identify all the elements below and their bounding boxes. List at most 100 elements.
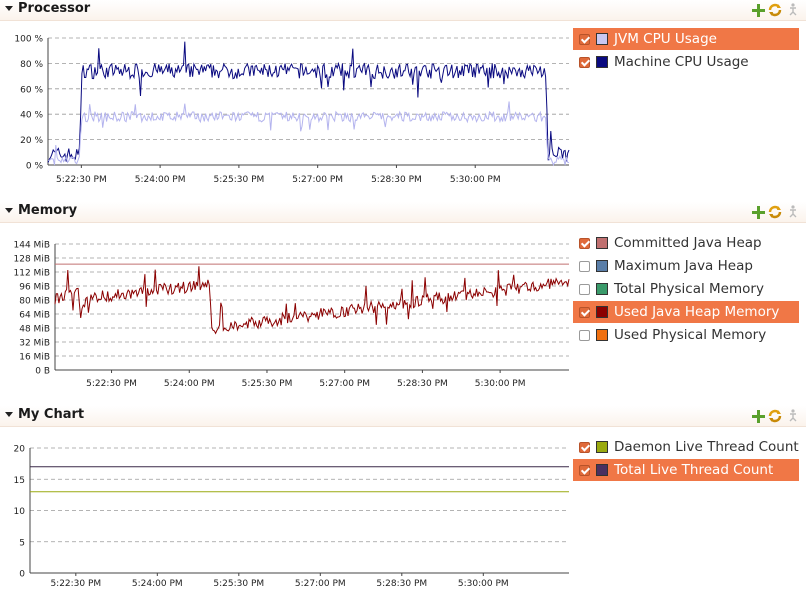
refresh-icon[interactable] (768, 3, 782, 17)
legend-color-swatch (596, 260, 608, 272)
legend-checkbox[interactable] (579, 260, 590, 272)
processor-legend: JVM CPU Usage Machine CPU Usage (573, 28, 799, 74)
legend-label: Used Physical Memory (614, 327, 767, 343)
y-tick-label: 80 MiB (19, 297, 50, 307)
legend-color-swatch (596, 56, 608, 68)
y-tick-label: 5 (19, 538, 25, 548)
legend-item[interactable]: Total Physical Memory (573, 278, 799, 300)
legend-item[interactable]: Machine CPU Usage (573, 51, 799, 73)
section-title: Processor (18, 1, 91, 16)
series-line (47, 41, 570, 163)
x-tick-label: 5:25:30 PM (214, 175, 265, 185)
legend-label: Machine CPU Usage (614, 54, 749, 70)
y-tick-label: 96 MiB (19, 283, 50, 293)
legend-item[interactable]: Total Live Thread Count (573, 459, 799, 481)
legend-item[interactable]: Committed Java Heap (573, 232, 799, 254)
add-icon[interactable] (751, 409, 765, 423)
collapse-triangle-icon[interactable] (5, 412, 13, 417)
x-tick-label: 5:30:00 PM (450, 175, 501, 185)
x-tick-label: 5:27:00 PM (319, 379, 370, 389)
legend-label: Daemon Live Thread Count (614, 439, 799, 455)
legend-checkbox[interactable] (579, 56, 590, 68)
legend-checkbox[interactable] (579, 329, 590, 341)
y-tick-label: 80 % (20, 60, 43, 70)
processor-section: Processor 100 % 80 % 60 % 40 % 20 % 0 % 5:22:3… (0, 0, 806, 198)
processor-header[interactable]: Processor (0, 0, 806, 21)
legend-color-swatch (596, 283, 608, 295)
add-icon[interactable] (751, 205, 765, 219)
legend-item[interactable]: Used Physical Memory (573, 324, 799, 346)
y-tick-label: 10 (14, 507, 26, 517)
legend-checkbox[interactable] (579, 464, 590, 476)
legend-color-swatch (596, 306, 608, 318)
legend-color-swatch (596, 237, 608, 249)
y-tick-label: 40 % (20, 111, 43, 121)
legend-item[interactable]: JVM CPU Usage (573, 28, 799, 50)
x-tick-label: 5:22:30 PM (86, 379, 137, 389)
legend-checkbox[interactable] (579, 33, 590, 45)
y-tick-label: 0 (19, 570, 25, 580)
collapse-triangle-icon[interactable] (5, 6, 13, 11)
x-tick-label: 5:24:00 PM (135, 175, 186, 185)
add-icon[interactable] (751, 3, 765, 17)
y-tick-label: 16 MiB (19, 353, 50, 363)
legend-color-swatch (596, 464, 608, 476)
legend-label: Used Java Heap Memory (614, 304, 780, 320)
y-tick-label: 144 MiB (14, 241, 50, 251)
x-tick-label: 5:22:30 PM (50, 579, 101, 589)
y-tick-label: 0 % (26, 162, 44, 172)
legend-label: Total Physical Memory (614, 281, 764, 297)
refresh-icon[interactable] (768, 409, 782, 423)
accessibility-icon[interactable] (786, 409, 800, 423)
x-tick-label: 5:28:30 PM (371, 175, 422, 185)
y-tick-label: 15 (14, 476, 25, 486)
legend-color-swatch (596, 441, 608, 453)
legend-checkbox[interactable] (579, 283, 590, 295)
memory-section: Memory 144 MiB 128 MiB 112 MiB 96 MiB 80 MiB… (0, 202, 806, 402)
x-tick-label: 5:24:00 PM (164, 379, 215, 389)
y-tick-label: 20 % (20, 136, 43, 146)
x-tick-label: 5:24:00 PM (132, 579, 183, 589)
series-line (54, 266, 570, 335)
x-tick-label: 5:30:00 PM (458, 579, 509, 589)
series-line (48, 101, 570, 167)
y-tick-label: 128 MiB (14, 255, 50, 265)
x-tick-label: 5:28:30 PM (376, 579, 427, 589)
memory-chart: 144 MiB 128 MiB 112 MiB 96 MiB 80 MiB 64 MiB 4… (14, 241, 570, 389)
my-chart-header[interactable]: My Chart (0, 406, 806, 427)
x-tick-label: 5:30:00 PM (475, 379, 526, 389)
legend-label: JVM CPU Usage (614, 31, 717, 47)
y-tick-label: 32 MiB (19, 339, 50, 349)
refresh-icon[interactable] (768, 205, 782, 219)
accessibility-icon[interactable] (786, 205, 800, 219)
legend-label: Committed Java Heap (614, 235, 762, 251)
collapse-triangle-icon[interactable] (5, 208, 13, 213)
x-tick-label: 5:27:00 PM (292, 175, 343, 185)
legend-item[interactable]: Daemon Live Thread Count (573, 436, 799, 458)
y-tick-label: 48 MiB (19, 325, 50, 335)
my-chart-chart: 20 15 10 5 0 5:22:30 PM 5:24:00 PM 5:25:30 PM 5:… (14, 445, 569, 589)
x-tick-label: 5:25:30 PM (242, 379, 293, 389)
y-tick-label: 112 MiB (14, 269, 50, 279)
legend-item[interactable]: Maximum Java Heap (573, 255, 799, 277)
legend-color-swatch (596, 33, 608, 45)
section-title: Memory (18, 203, 78, 218)
memory-header[interactable]: Memory (0, 202, 806, 223)
legend-label: Maximum Java Heap (614, 258, 753, 274)
my-chart-legend: Daemon Live Thread Count Total Live Threa… (573, 436, 799, 482)
legend-checkbox[interactable] (579, 237, 590, 249)
legend-checkbox[interactable] (579, 441, 590, 453)
legend-item[interactable]: Used Java Heap Memory (573, 301, 799, 323)
accessibility-icon[interactable] (786, 3, 800, 17)
y-tick-label: 20 (14, 445, 26, 455)
x-tick-label: 5:22:30 PM (56, 175, 107, 185)
x-tick-label: 5:25:30 PM (213, 579, 264, 589)
section-title: My Chart (18, 407, 85, 422)
legend-checkbox[interactable] (579, 306, 590, 318)
x-tick-label: 5:28:30 PM (397, 379, 448, 389)
processor-chart: 100 % 80 % 60 % 40 % 20 % 0 % 5:22:30 PM 5:24:0… (14, 35, 570, 185)
legend-color-swatch (596, 329, 608, 341)
my-chart-section: My Chart 20 15 10 5 0 5:22:30 PM 5:24:00 PM 5:2… (0, 406, 806, 601)
y-tick-label: 100 % (14, 35, 43, 45)
y-tick-label: 64 MiB (19, 311, 50, 321)
